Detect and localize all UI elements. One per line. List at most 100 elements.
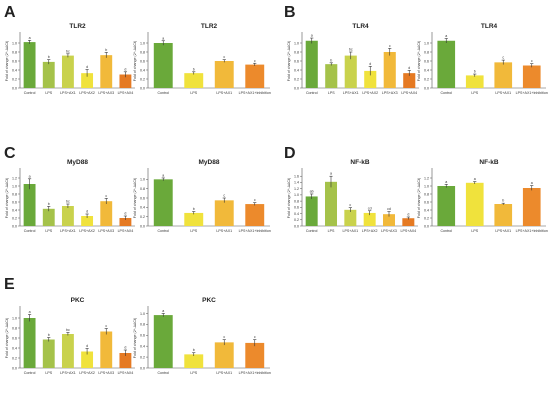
- panel-label-b: B: [284, 4, 296, 21]
- significance-letter: c: [223, 194, 225, 198]
- bar: [325, 64, 338, 88]
- y-tick-label: 0.0: [424, 86, 429, 90]
- y-axis-label: Fold of change (2^-ΔΔCt): [287, 178, 291, 218]
- y-tick-label: 0.4: [140, 68, 145, 72]
- chart-d-right: NF-kB Fold of change (2^-ΔΔCt) 0.0 0.2 0.4 0.…: [417, 159, 548, 233]
- x-tick-label: LPS+AX1+Inhibition: [239, 229, 271, 233]
- bar: [437, 186, 456, 226]
- bar: [305, 40, 318, 88]
- y-axis-label: Fold of change (2^-ΔΔCt): [417, 178, 421, 218]
- x-tick-label: LPS+AX1: [60, 371, 76, 375]
- x-tick-label: LPS+AX1: [216, 91, 232, 95]
- y-tick-label: 0.6: [12, 59, 17, 63]
- y-tick-label: 0.6: [140, 334, 145, 338]
- significance-letter: b: [193, 207, 195, 211]
- significance-letter: c: [254, 59, 256, 63]
- y-tick-label: 0.4: [140, 344, 145, 348]
- x-tick-label: LPS+AX1: [495, 91, 511, 95]
- chart-title: NF-kB: [479, 159, 498, 166]
- bar: [522, 65, 541, 88]
- significance-letter: a: [162, 36, 164, 40]
- significance-letter: b: [474, 70, 476, 74]
- x-tick-label: LPS+AX1: [495, 229, 511, 233]
- x-tick-label: LPS+AX4: [118, 91, 134, 95]
- chart-a-left: TLR2 Fold of change (2^-ΔΔCt) 0.0 0.2 0.4 0.6…: [5, 23, 135, 95]
- significance-letter: c: [223, 335, 225, 339]
- y-tick-label: 0.8: [12, 192, 17, 196]
- y-tick-label: 1.6: [294, 175, 299, 179]
- y-tick-label: 0.0: [140, 224, 145, 228]
- significance-letter: d: [124, 212, 126, 216]
- bar: [100, 55, 113, 88]
- bar: [402, 218, 415, 226]
- y-tick-label: 1.0: [294, 193, 299, 197]
- y-tick-label: 0.2: [140, 77, 145, 81]
- y-tick-label: 0.8: [294, 199, 299, 203]
- y-tick-label: 1.2: [294, 187, 299, 191]
- x-tick-label: LPS+AX1: [216, 371, 232, 375]
- x-tick-label: Control: [440, 229, 452, 233]
- significance-letter: a: [29, 36, 31, 40]
- bar: [42, 339, 55, 368]
- significance-letter: cd: [387, 207, 391, 211]
- y-tick-label: 0.2: [294, 77, 299, 81]
- bar: [403, 73, 416, 88]
- y-tick-label: 0.2: [424, 77, 429, 81]
- y-tick-label: 0.4: [424, 208, 429, 212]
- bar: [522, 188, 541, 226]
- y-tick-label: 0.4: [294, 68, 299, 72]
- y-tick-label: 0.4: [12, 68, 17, 72]
- significance-letter: a: [311, 34, 313, 38]
- significance-letter: c: [349, 203, 351, 207]
- bar: [494, 204, 513, 226]
- y-tick-label: 0.8: [424, 192, 429, 196]
- y-tick-label: 0.0: [12, 224, 17, 228]
- bar: [81, 216, 94, 226]
- significance-letter: d: [408, 66, 410, 70]
- chart-title: MyD88: [67, 159, 88, 166]
- bar: [344, 55, 357, 88]
- x-tick-label: LPS: [45, 229, 52, 233]
- bar: [61, 55, 74, 88]
- x-tick-label: LPS: [328, 91, 335, 95]
- significance-letter: a: [162, 173, 164, 177]
- x-tick-label: LPS+AX3: [381, 229, 397, 233]
- y-tick-label: 0.2: [424, 216, 429, 220]
- chart-title: PKC: [202, 297, 216, 304]
- y-tick-label: 0.2: [140, 355, 145, 359]
- y-axis-label: Fold of change (2^-ΔΔCt): [417, 41, 421, 81]
- y-tick-label: 0.4: [140, 206, 145, 210]
- significance-letter: b: [193, 348, 195, 352]
- y-tick-label: 1.2: [424, 176, 429, 180]
- x-tick-label: Control: [306, 91, 318, 95]
- x-tick-label: Control: [157, 229, 169, 233]
- x-tick-label: Control: [24, 371, 36, 375]
- significance-letter: d: [86, 344, 88, 348]
- x-tick-label: LPS+AX3: [98, 229, 114, 233]
- x-tick-label: LPS: [45, 371, 52, 375]
- significance-letter: b: [48, 333, 50, 337]
- x-tick-label: LPS+AX3: [98, 91, 114, 95]
- y-tick-label: 0.6: [12, 200, 17, 204]
- bar: [42, 208, 55, 226]
- y-tick-label: 0.0: [140, 366, 145, 370]
- bar: [119, 218, 132, 226]
- significance-letter: b: [193, 67, 195, 71]
- x-tick-label: LPS+AX2: [362, 229, 378, 233]
- bar: [42, 61, 55, 88]
- significance-letter: a: [445, 180, 447, 184]
- y-tick-label: 0.8: [140, 50, 145, 54]
- x-tick-label: LPS: [45, 91, 52, 95]
- bar: [184, 354, 204, 368]
- bar: [119, 353, 132, 368]
- chart-e-left: PKC Fold of change (2^-ΔΔCt) 0.0 0.2 0.4 0.6 0…: [5, 297, 135, 375]
- bar: [100, 201, 113, 226]
- bar: [245, 204, 265, 226]
- x-tick-label: LPS+AX2: [79, 371, 95, 375]
- y-tick-label: 0.6: [294, 206, 299, 210]
- x-tick-label: LPS+AX4: [118, 371, 134, 375]
- x-tick-label: LPS: [190, 229, 197, 233]
- significance-letter: d: [124, 67, 126, 71]
- bar: [23, 42, 36, 88]
